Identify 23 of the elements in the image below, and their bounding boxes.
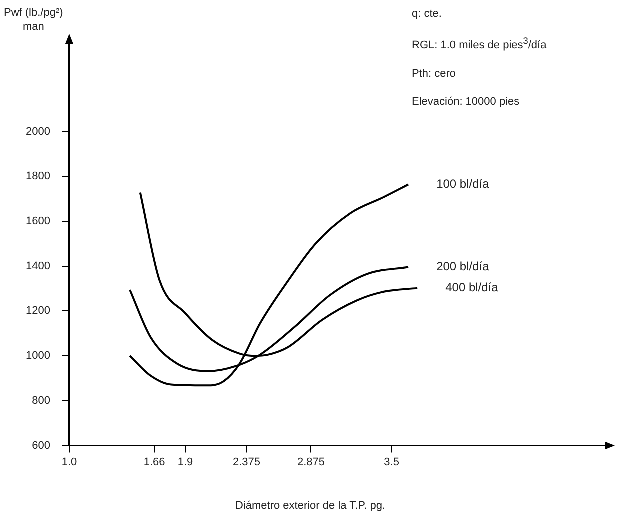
text: 200 bl/día bbox=[436, 260, 490, 274]
y-tick-label: 1000 bbox=[26, 350, 50, 362]
x-tick-label: 1.9 bbox=[178, 456, 194, 468]
x-tick-label: 2.375 bbox=[232, 456, 261, 468]
x-axis-title: Diámetro exterior de la T.P. pg. bbox=[234, 500, 386, 512]
x-tick-label: 3.5 bbox=[384, 456, 400, 468]
y-tick-label: 1200 bbox=[26, 305, 50, 318]
text: 100 bl/día bbox=[436, 176, 490, 191]
y-tick-label: 1600 bbox=[26, 216, 50, 228]
y-tick-label: 600 bbox=[32, 440, 50, 452]
x-tick-label: 2.875 bbox=[297, 456, 325, 468]
y-axis-title: Pwf (lb./pg²) man bbox=[4, 6, 64, 34]
annotation: Pth: cero bbox=[412, 68, 458, 80]
y-tick-label: 1800 bbox=[26, 170, 50, 183]
text: q: cte. bbox=[412, 8, 443, 20]
text: 400 bl/día bbox=[446, 280, 499, 295]
y-tick-label: 800 bbox=[32, 394, 50, 407]
x-tick-label: 1.0 bbox=[62, 456, 78, 468]
y-tick-label: 2000 bbox=[26, 126, 50, 138]
annotation: Elevación: 10000 pies bbox=[412, 96, 521, 108]
x-tick-label: 1.66 bbox=[144, 456, 166, 468]
annotation: RGL: 1.0 miles de pies$^{3}$/día bbox=[412, 36, 547, 52]
y-tick-label: 1400 bbox=[26, 260, 50, 272]
